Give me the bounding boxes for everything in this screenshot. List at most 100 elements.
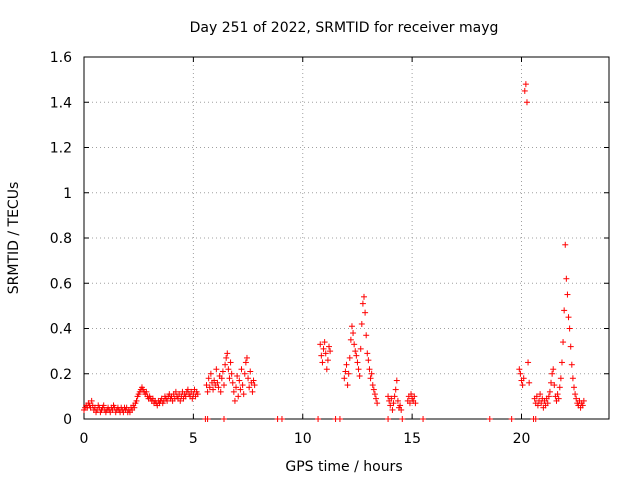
data-point [143, 388, 150, 395]
data-point [246, 384, 253, 391]
data-point [228, 370, 235, 377]
data-point [508, 416, 515, 422]
x-tick-label: 5 [189, 431, 198, 447]
data-point [358, 320, 365, 327]
data-point [236, 377, 243, 384]
data-point [215, 384, 222, 391]
y-tick-label: 1.2 [50, 141, 72, 157]
data-point [387, 402, 394, 409]
data-point [545, 393, 552, 400]
data-point [420, 416, 427, 422]
y-tick-label: 0 [63, 412, 72, 428]
data-point [318, 352, 325, 359]
data-point [390, 400, 397, 407]
data-point [566, 325, 573, 332]
data-point [225, 366, 232, 373]
y-tick-label: 0.6 [50, 276, 72, 292]
y-tick-label: 0.8 [50, 231, 72, 247]
data-point [520, 375, 527, 382]
data-point [538, 400, 545, 407]
data-point [177, 397, 184, 404]
y-tick-label: 0.4 [50, 322, 72, 338]
data-points [81, 81, 587, 422]
data-point [391, 393, 398, 400]
data-point [563, 275, 570, 282]
data-point [237, 386, 244, 393]
data-point [526, 379, 533, 386]
data-point [523, 99, 530, 106]
data-point [561, 307, 568, 314]
data-point [354, 359, 361, 366]
data-point [219, 368, 226, 375]
axis-ticks [83, 56, 609, 420]
data-point [164, 397, 171, 404]
data-point [243, 354, 250, 361]
data-point [250, 377, 257, 384]
data-point [207, 370, 214, 377]
data-point [341, 375, 348, 382]
data-point [557, 375, 564, 382]
data-point [549, 370, 556, 377]
data-point [385, 393, 392, 400]
data-point [369, 382, 376, 389]
data-point [223, 354, 230, 361]
data-point [537, 391, 544, 398]
data-point [184, 386, 191, 393]
data-point [355, 366, 362, 373]
data-point [210, 386, 217, 393]
data-point [230, 388, 237, 395]
data-point [388, 395, 395, 402]
data-point [486, 416, 493, 422]
data-point [221, 382, 227, 389]
data-point [278, 416, 285, 422]
data-point [100, 402, 107, 409]
data-point [365, 357, 372, 364]
data-point [364, 350, 371, 357]
data-point [172, 388, 179, 395]
data-point [213, 366, 220, 373]
data-point [554, 391, 561, 398]
data-point [346, 354, 353, 361]
x-tick-label: 0 [80, 431, 89, 447]
data-point [374, 400, 381, 407]
data-point [222, 361, 229, 368]
data-point [336, 416, 343, 422]
data-point [251, 382, 258, 389]
data-point [356, 373, 363, 380]
data-point [564, 291, 571, 298]
data-point [342, 368, 349, 375]
data-point [247, 368, 254, 375]
data-point [321, 339, 328, 346]
data-point [359, 300, 366, 307]
data-point [242, 359, 249, 366]
data-point [389, 406, 396, 413]
data-point [519, 382, 526, 389]
data-point [385, 416, 392, 422]
data-point [368, 370, 375, 377]
data-point [194, 391, 201, 398]
data-point [203, 382, 210, 389]
data-point [322, 350, 329, 357]
data-point [235, 393, 242, 400]
data-point [571, 384, 577, 391]
data-point [241, 370, 248, 377]
y-tick-label: 0.2 [50, 367, 72, 383]
data-point [317, 341, 324, 348]
data-point [205, 375, 212, 382]
data-point [580, 397, 587, 404]
data-point [548, 379, 555, 386]
data-point [214, 379, 221, 386]
data-point [217, 388, 224, 395]
data-point [579, 402, 586, 409]
data-point [347, 336, 354, 343]
y-axis-title: SRMTID / TECUs [6, 182, 22, 295]
data-point [231, 397, 238, 404]
data-point [516, 366, 523, 373]
data-point [522, 81, 529, 88]
data-point [249, 388, 256, 395]
data-point [565, 314, 572, 321]
data-point [218, 375, 225, 382]
chart-title: Day 251 of 2022, SRMTID for receiver may… [190, 20, 499, 36]
data-point [398, 406, 405, 413]
data-point [357, 345, 364, 352]
